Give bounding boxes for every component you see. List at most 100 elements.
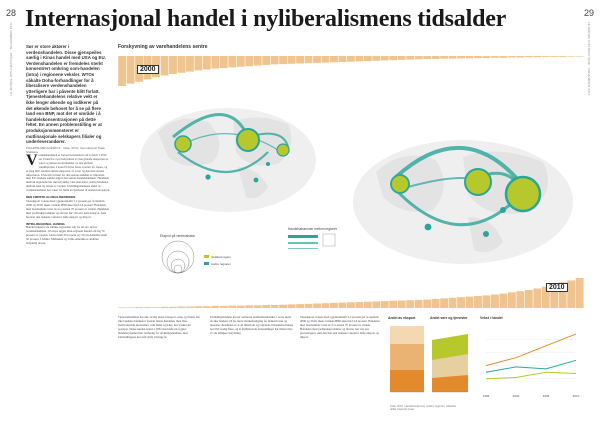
- article-column-1: V erdenshandelen er fortsatt konsentrert…: [26, 154, 110, 424]
- ranking-bar: [363, 56, 372, 62]
- ranking-bar: [270, 305, 279, 308]
- legend-bubbles: Eksport på verdensbasis Utvikled region …: [160, 234, 231, 274]
- ranking-bar: [516, 56, 525, 58]
- ranking-bar: [482, 56, 491, 59]
- ranking-bar: [474, 56, 482, 59]
- ranking-bar: [185, 56, 194, 72]
- ranking-bar: [135, 307, 144, 308]
- ranking-bar: [440, 56, 449, 59]
- ranking-bar: [194, 306, 203, 308]
- ranking-bar: [177, 306, 186, 308]
- ranking-bar: [380, 56, 389, 61]
- legend-flow-title: Handelsstrømmer mellom regioner: [288, 227, 338, 231]
- mini-chart-a: Andel av eksport: [388, 316, 426, 402]
- mini-chart-b-title: Andel vare og tjenester: [430, 316, 468, 320]
- x-tick-label: 2000: [513, 394, 520, 398]
- line-series-1: [485, 359, 577, 373]
- ranking-bar: [169, 306, 177, 308]
- ranking-bar: [541, 56, 550, 57]
- ranking-bar: [245, 56, 254, 67]
- ranking-bar: [448, 297, 457, 308]
- ranking-bar: [465, 56, 474, 59]
- mini-chart-a-svg: [390, 326, 424, 393]
- main-chart-title: Forskyvning av varehandelens sentre: [118, 44, 208, 50]
- ranking-bar: [414, 56, 423, 60]
- line-series-2: [485, 371, 577, 380]
- mini-chart-c-title: Vekst i handel: [480, 316, 503, 320]
- mini-chart-b: Andel vare og tjenester: [430, 316, 470, 402]
- legend-region-b: Andre regioner: [211, 262, 231, 266]
- ranking-bar: [363, 301, 372, 308]
- ranking-bar: [228, 305, 237, 308]
- ranking-bar: [533, 288, 542, 308]
- body-paragraph-3: Handel innenfor de samme regionene står …: [26, 225, 107, 246]
- ranking-bar: [202, 306, 211, 308]
- bubble-europe-2000: [236, 128, 260, 152]
- ranking-bar: [567, 280, 576, 308]
- ranking-bar: [313, 303, 321, 308]
- main-chart: Eksport på verdensbasis Utvikled region …: [118, 56, 584, 308]
- ranking-bar: [126, 56, 135, 84]
- ranking-bar: [194, 56, 203, 71]
- mini-chart-c-svg: 1995 2000 2005 2010: [483, 333, 580, 398]
- ranking-bar: [499, 293, 508, 308]
- ranking-bar: [152, 307, 160, 308]
- side-meta-right: LE MONDE DIPLOMATIQUE · NOVEMBER 2011: [587, 22, 591, 96]
- ranking-bar: [143, 307, 152, 308]
- ranking-bar: [380, 301, 389, 308]
- x-tick-label: 2010: [573, 394, 580, 398]
- ranking-bar: [372, 301, 381, 308]
- x-tick-label: 1995: [483, 394, 490, 398]
- ranking-bar: [524, 290, 533, 308]
- subhead-1: DEN FØRSTE GLOBALISERINGEN: [26, 195, 76, 200]
- ranking-bar: [550, 56, 559, 57]
- ranking-bar: [304, 56, 313, 64]
- ranking-bar: [118, 56, 127, 86]
- ranking-bar: [499, 56, 508, 58]
- ranking-bar: [567, 56, 576, 57]
- ranking-bar: [219, 56, 228, 68]
- ranking-bar: [507, 56, 516, 58]
- ranking-bar: [507, 292, 516, 308]
- ranking-bar: [185, 306, 194, 308]
- ranking-bar: [287, 56, 296, 64]
- source-note: Kilde: WTO. Handelsstrømmer mellom regio…: [390, 405, 457, 412]
- year-badge-2010: 2010: [546, 283, 568, 292]
- ranking-bar: [550, 284, 559, 308]
- map-2010: [353, 140, 573, 264]
- ranking-bar: [558, 56, 567, 57]
- map-2000: [140, 108, 316, 212]
- ranking-bar: [524, 56, 533, 58]
- body-paragraph-2: Vareeksport vokste med i gjennomsnitt 5,…: [26, 198, 110, 219]
- body-paragraph-1: erdenshandelen er fortsatt konsentrert o…: [26, 154, 110, 193]
- ranking-bar: [262, 305, 271, 308]
- ranking-bar: [330, 56, 338, 63]
- ranking-bar: [389, 56, 398, 61]
- mini-chart-b-svg: [432, 334, 468, 393]
- ranking-bar: [202, 56, 211, 70]
- article-byline: PHILIPPE REKACEWICZ · Kilde: WTO, Intern…: [26, 146, 105, 154]
- ranking-bar: [313, 56, 321, 63]
- ranking-bar: [177, 56, 186, 73]
- line-series-0: [485, 333, 577, 367]
- ranking-bar: [338, 56, 347, 62]
- article-title: Internasjonal handel i nyliberalismens t…: [25, 6, 507, 32]
- page-number-left: 28: [6, 8, 17, 18]
- ranking-bar: [491, 56, 499, 58]
- ranking-bar: [279, 304, 288, 308]
- page-number-right: 29: [583, 8, 594, 18]
- ranking-bar: [253, 56, 262, 66]
- article-column-2: Tjenestehandelen har økt, særlig innen t…: [118, 316, 200, 339]
- ranking-bar: [118, 307, 127, 308]
- ranking-bar: [321, 56, 330, 63]
- ranking-bar: [219, 305, 228, 308]
- ranking-bar: [304, 303, 313, 308]
- ranking-bar: [211, 56, 220, 69]
- ranking-bar: [423, 299, 432, 308]
- ranking-bar: [516, 291, 525, 308]
- landmass-americas-2010: [376, 155, 444, 212]
- ranking-bar: [346, 56, 355, 62]
- ranking-bar: [575, 56, 584, 57]
- ranking-bar: [465, 296, 474, 308]
- ranking-bar: [457, 297, 465, 308]
